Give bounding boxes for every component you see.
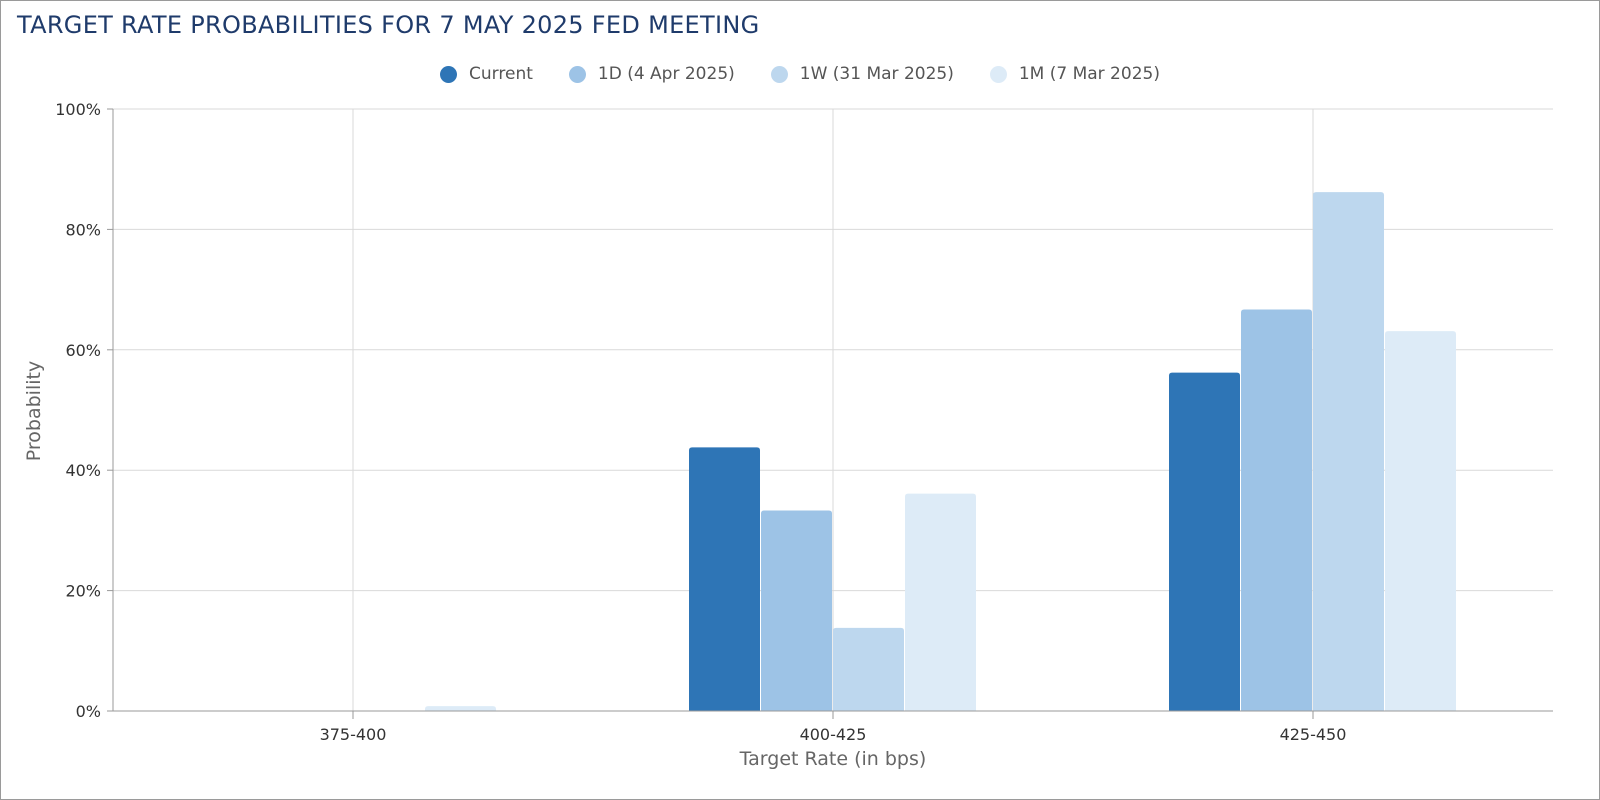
- bars: [425, 192, 1456, 712]
- bar-1d-400-425[interactable]: [761, 510, 832, 711]
- y-tick-label: 100%: [55, 100, 101, 119]
- legend-item-1d[interactable]: 1D (4 Apr 2025): [568, 64, 735, 84]
- legend-marker-1w: [770, 65, 788, 83]
- legend-label-1d: 1D (4 Apr 2025): [597, 64, 735, 84]
- legend-label-1m: 1M (7 Mar 2025): [1018, 64, 1160, 84]
- y-tick-label: 0%: [76, 702, 101, 721]
- bar-current-425-450[interactable]: [1169, 372, 1240, 711]
- bar-1m-400-425[interactable]: [905, 493, 976, 711]
- y-tick-label: 60%: [65, 341, 101, 360]
- legend-item-1w[interactable]: 1W (31 Mar 2025): [770, 64, 954, 84]
- y-tick-label: 20%: [65, 582, 101, 601]
- legend-label-current: Current: [469, 64, 533, 84]
- y-tick-label: 80%: [65, 220, 101, 239]
- bar-1m-375-400[interactable]: [425, 706, 496, 711]
- bar-1m-425-450[interactable]: [1385, 331, 1456, 711]
- legend-item-current[interactable]: Current: [440, 64, 533, 84]
- legend: Current 1D (4 Apr 2025) 1W (31 Mar 2025)…: [1, 64, 1599, 84]
- legend-marker-1d: [568, 65, 586, 83]
- x-axis-title: Target Rate (in bps): [739, 748, 927, 770]
- x-tick-label: 400-425: [800, 725, 867, 744]
- bar-1d-425-450[interactable]: [1241, 309, 1312, 711]
- axes: 0% 20% 40% 60% 80% 100% 375-400 400-425 425-450: [55, 100, 1553, 744]
- legend-label-1w: 1W (31 Mar 2025): [799, 64, 954, 84]
- x-tick-label: 375-400: [320, 725, 387, 744]
- y-tick-label: 40%: [65, 461, 101, 480]
- bar-current-400-425[interactable]: [689, 447, 760, 711]
- chart-title: TARGET RATE PROBABILITIES FOR 7 MAY 2025…: [17, 11, 760, 39]
- legend-marker-current: [440, 65, 458, 83]
- legend-item-1m[interactable]: 1M (7 Mar 2025): [989, 64, 1160, 84]
- bar-1w-425-450[interactable]: [1313, 192, 1384, 712]
- bar-1w-400-425[interactable]: [833, 627, 904, 711]
- legend-marker-1m: [989, 65, 1007, 83]
- y-axis-title: Probability: [23, 361, 45, 461]
- x-tick-label: 425-450: [1280, 725, 1347, 744]
